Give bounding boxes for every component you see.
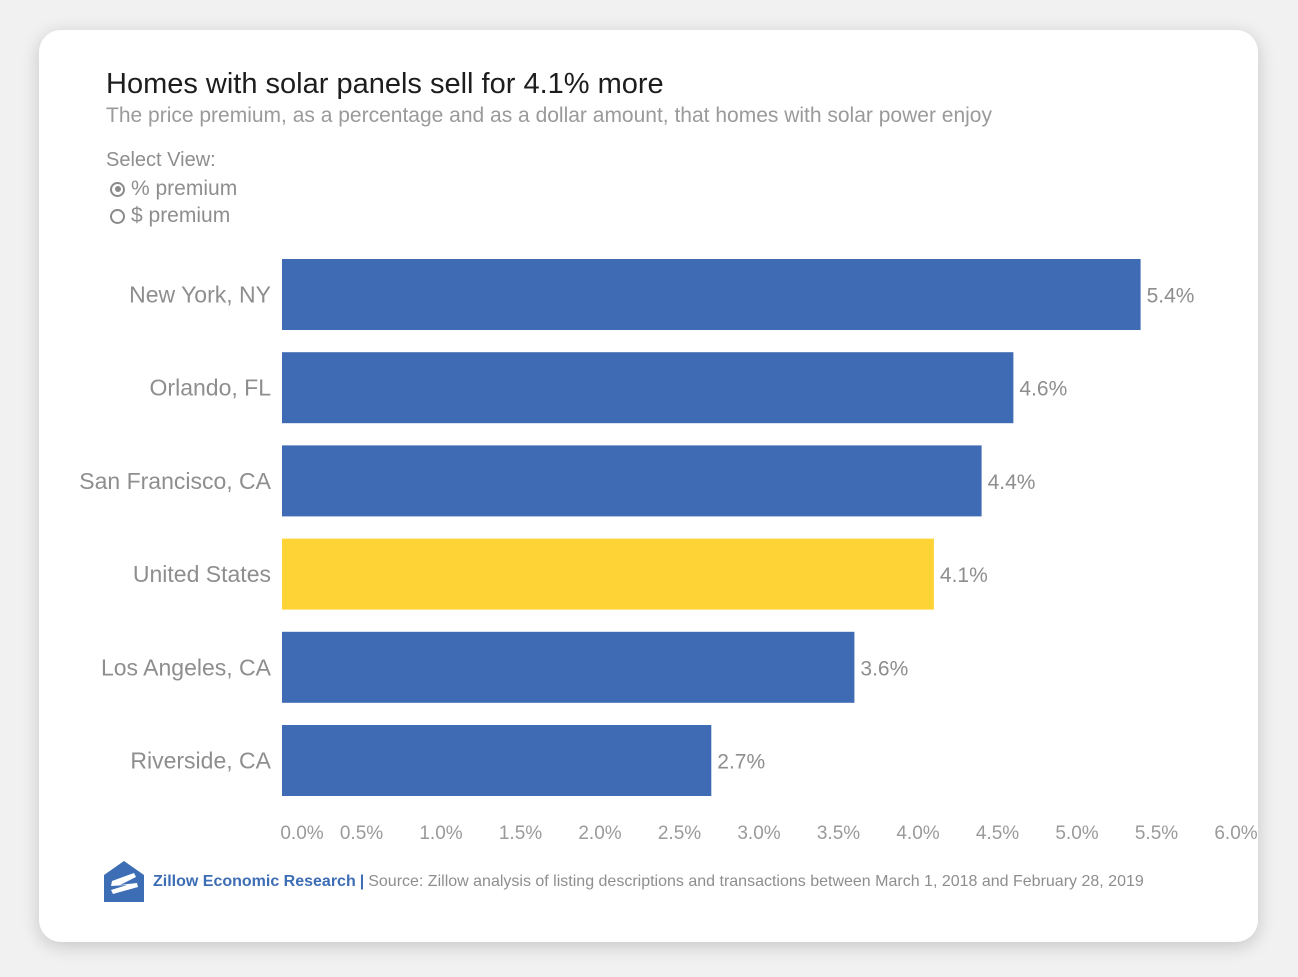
x-tick-label: 0.0% — [280, 823, 323, 844]
category-label: Los Angeles, CA — [101, 654, 272, 680]
x-tick-label: 0.5% — [340, 823, 383, 844]
value-label: 2.7% — [717, 751, 765, 774]
chart-title: Homes with solar panels sell for 4.1% mo… — [106, 68, 664, 100]
x-tick-label: 4.0% — [896, 823, 939, 844]
x-tick-label: 6.0% — [1214, 823, 1257, 844]
x-tick-label: 3.0% — [737, 823, 780, 844]
footer: Zillow Economic Research | Source: Zillo… — [104, 861, 1144, 902]
bar-los-angeles-ca — [282, 631, 855, 703]
radio-dollar-premium-label: $ premium — [131, 204, 231, 227]
category-label: San Francisco, CA — [79, 468, 271, 494]
value-label: 4.1% — [940, 564, 988, 587]
bar-riverside-ca — [282, 725, 712, 796]
category-label: Riverside, CA — [130, 748, 271, 774]
select-view-label: Select View: — [106, 149, 216, 171]
radio-unselected-icon[interactable] — [110, 208, 125, 224]
category-label: United States — [133, 561, 271, 587]
radio-selected-icon[interactable] — [110, 181, 125, 197]
radio-percent-premium[interactable]: % premium — [110, 177, 237, 201]
chart-subtitle: The price premium, as a percentage and a… — [106, 104, 992, 127]
x-tick-label: 2.5% — [658, 823, 701, 844]
bar-orlando-fl — [282, 352, 1014, 424]
x-tick-label: 4.5% — [976, 823, 1019, 844]
value-label: 4.4% — [988, 471, 1036, 494]
radio-dollar-premium[interactable]: $ premium — [110, 204, 230, 228]
bar-new-york-ny — [282, 259, 1141, 330]
category-label: Orlando, FL — [150, 375, 272, 401]
x-tick-label: 1.5% — [499, 823, 542, 844]
footer-separator: | — [359, 872, 365, 890]
value-label: 3.6% — [860, 657, 908, 680]
x-tick-label: 1.0% — [419, 823, 462, 844]
footer-brand: Zillow Economic Research — [153, 872, 356, 890]
x-tick-label: 5.5% — [1135, 823, 1178, 844]
value-label: 4.6% — [1019, 378, 1067, 401]
footer-source: Source: Zillow analysis of listing descr… — [368, 872, 1144, 890]
radio-percent-premium-label: % premium — [131, 177, 238, 200]
value-label: 5.4% — [1147, 285, 1195, 308]
bar-united-states — [282, 538, 934, 610]
x-tick-label: 3.5% — [817, 823, 860, 844]
zillow-logo-icon — [104, 861, 144, 902]
bar-san-francisco-ca — [282, 445, 982, 517]
x-tick-label: 2.0% — [578, 823, 621, 844]
x-tick-label: 5.0% — [1055, 823, 1098, 844]
category-label: New York, NY — [129, 282, 271, 308]
